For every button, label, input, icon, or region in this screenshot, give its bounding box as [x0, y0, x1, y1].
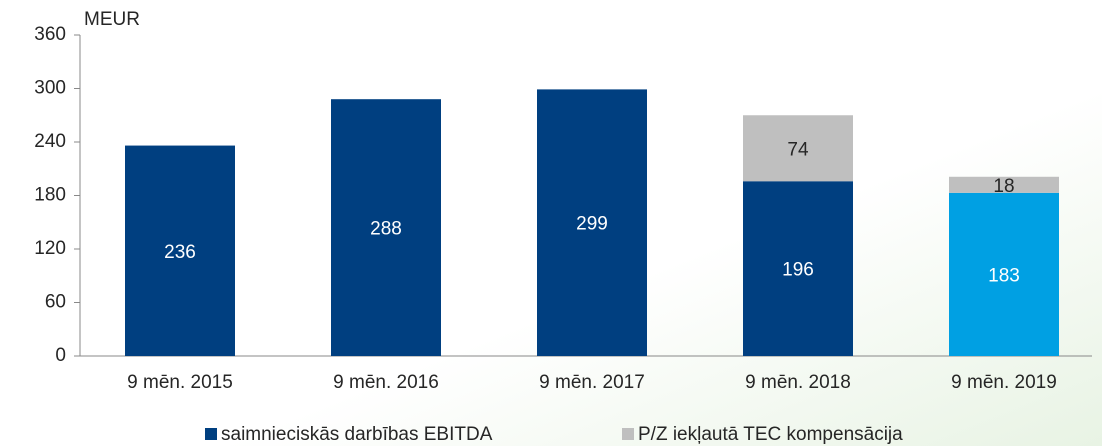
y-tick-label: 360	[34, 24, 66, 45]
legend-label: P/Z iekļautā TEC kompensācija	[638, 424, 903, 445]
data-label: 236	[164, 242, 196, 263]
bar-segment	[949, 192, 1059, 356]
bar-segment	[537, 89, 647, 357]
y-axis-label: MEUR	[84, 9, 140, 30]
bar-segment	[331, 99, 441, 356]
x-tick-label: 9 mēn. 2019	[951, 372, 1057, 393]
x-tick-label: 9 mēn. 2016	[333, 372, 439, 393]
bar-segment	[743, 181, 853, 356]
bar-segment	[949, 176, 1059, 193]
x-tick-label: 9 mēn. 2018	[745, 372, 851, 393]
y-tick-label: 300	[34, 78, 66, 99]
bar-segment	[743, 115, 853, 182]
bar-segment	[125, 145, 235, 356]
legend-label: saimnieciskās darbības EBITDA	[221, 424, 493, 445]
y-tick-label: 0	[55, 345, 66, 366]
data-label: 288	[370, 219, 402, 240]
data-label: 18	[993, 176, 1014, 197]
data-label: 183	[988, 265, 1020, 286]
x-tick-label: 9 mēn. 2015	[127, 372, 233, 393]
y-tick-label: 60	[45, 292, 66, 313]
data-label: 196	[782, 260, 814, 281]
y-tick-label: 240	[34, 131, 66, 152]
data-label: 74	[787, 139, 809, 160]
legend-swatch	[205, 428, 217, 440]
data-label: 299	[576, 214, 608, 235]
x-tick-label: 9 mēn. 2017	[539, 372, 645, 393]
y-tick-label: 120	[34, 238, 66, 259]
legend-swatch	[622, 428, 634, 440]
y-tick-label: 180	[34, 185, 66, 206]
